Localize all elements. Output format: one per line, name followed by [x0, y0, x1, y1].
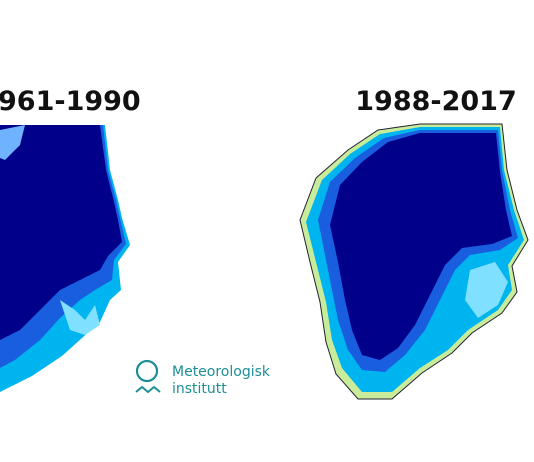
map-right [299, 123, 529, 400]
map-left [0, 125, 130, 392]
panel-title: 1988-2017 [355, 86, 517, 117]
map-region [60, 300, 100, 335]
logo-circle [135, 359, 159, 383]
logo: Meteorologisk institutt [135, 359, 271, 397]
map-region [0, 125, 122, 340]
map-region [465, 262, 508, 318]
panel-title: 961-1990 [0, 86, 141, 117]
logo-text: institutt [172, 381, 227, 397]
map-region [330, 133, 512, 360]
logo-wave [135, 385, 161, 394]
map-region [0, 125, 25, 160]
logo-text: Meteorologisk [172, 364, 271, 380]
